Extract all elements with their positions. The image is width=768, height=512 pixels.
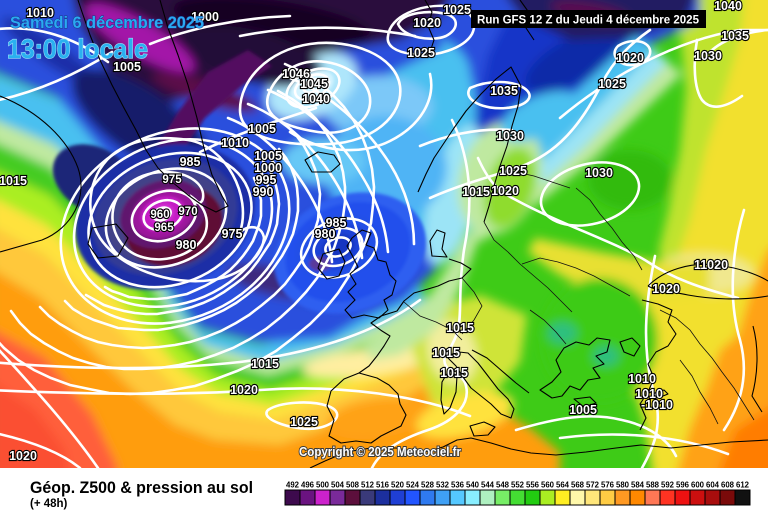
svg-text:990: 990 (253, 185, 274, 199)
svg-text:496: 496 (301, 481, 315, 490)
svg-text:1035: 1035 (721, 29, 749, 43)
svg-text:Copyright © 2025 Meteociel.fr: Copyright © 2025 Meteociel.fr (299, 444, 461, 459)
svg-text:552: 552 (511, 481, 525, 490)
svg-text:1010: 1010 (628, 372, 656, 386)
svg-text:1025: 1025 (499, 164, 527, 178)
svg-text:580: 580 (616, 481, 630, 490)
svg-text:1025: 1025 (290, 415, 318, 429)
svg-text:1015: 1015 (432, 346, 460, 360)
svg-text:1020: 1020 (413, 16, 441, 30)
svg-text:1010: 1010 (635, 387, 663, 401)
svg-text:980: 980 (315, 227, 336, 241)
svg-text:(+ 48h): (+ 48h) (30, 498, 68, 510)
svg-text:1015: 1015 (462, 185, 490, 199)
svg-text:1030: 1030 (496, 129, 524, 143)
svg-text:1040: 1040 (302, 92, 330, 106)
svg-text:556: 556 (526, 481, 540, 490)
svg-text:1020: 1020 (9, 449, 37, 463)
svg-text:1030: 1030 (694, 49, 722, 63)
svg-text:1005: 1005 (113, 60, 141, 74)
svg-text:985: 985 (180, 155, 201, 169)
svg-text:560: 560 (541, 481, 555, 490)
svg-text:1000: 1000 (254, 161, 282, 175)
svg-text:1005: 1005 (248, 122, 276, 136)
svg-text:965: 965 (154, 222, 174, 234)
svg-text:532: 532 (436, 481, 450, 490)
svg-text:588: 588 (646, 481, 660, 490)
svg-text:508: 508 (346, 481, 360, 490)
svg-text:1010: 1010 (221, 136, 249, 150)
svg-text:516: 516 (376, 481, 390, 490)
svg-text:975: 975 (162, 174, 182, 186)
svg-text:1045: 1045 (300, 77, 328, 91)
svg-text:520: 520 (391, 481, 405, 490)
svg-text:980: 980 (176, 238, 197, 252)
svg-text:1035: 1035 (490, 84, 518, 98)
svg-text:1020: 1020 (491, 184, 519, 198)
svg-text:985: 985 (326, 216, 347, 230)
svg-text:1015: 1015 (440, 366, 468, 380)
svg-text:1025: 1025 (407, 46, 435, 60)
svg-text:975: 975 (222, 227, 243, 241)
svg-text:1015: 1015 (251, 357, 279, 371)
svg-text:504: 504 (331, 481, 345, 490)
svg-text:592: 592 (661, 481, 675, 490)
svg-text:540: 540 (466, 481, 480, 490)
svg-text:1020: 1020 (616, 51, 644, 65)
svg-text:564: 564 (556, 481, 570, 490)
svg-text:11020: 11020 (694, 258, 728, 272)
svg-text:Samedi 6 décembre 2025: Samedi 6 décembre 2025 (10, 13, 204, 32)
svg-text:1040: 1040 (714, 0, 742, 13)
svg-text:576: 576 (601, 481, 615, 490)
svg-text:1025: 1025 (443, 3, 471, 17)
svg-text:572: 572 (586, 481, 600, 490)
svg-text:1020: 1020 (230, 383, 258, 397)
svg-text:568: 568 (571, 481, 585, 490)
svg-text:1046: 1046 (282, 67, 310, 81)
svg-text:1025: 1025 (598, 77, 626, 91)
svg-text:584: 584 (631, 481, 645, 490)
svg-text:1020: 1020 (652, 282, 680, 296)
svg-text:528: 528 (421, 481, 435, 490)
svg-text:13:00 locale: 13:00 locale (7, 34, 148, 64)
svg-text:Run GFS 12 Z du Jeudi 4 décemb: Run GFS 12 Z du Jeudi 4 décembre 2025 (477, 13, 699, 27)
svg-text:524: 524 (406, 481, 420, 490)
svg-text:Géop. Z500 & pression au sol: Géop. Z500 & pression au sol (30, 478, 253, 497)
svg-text:500: 500 (316, 481, 330, 490)
svg-text:-1010: -1010 (641, 398, 673, 412)
svg-text:544: 544 (481, 481, 495, 490)
svg-text:604: 604 (706, 481, 720, 490)
svg-text:1005: 1005 (254, 149, 282, 163)
svg-text:1005: 1005 (569, 403, 597, 417)
svg-text:995: 995 (256, 173, 277, 187)
svg-text:970: 970 (178, 206, 197, 218)
svg-text:600: 600 (691, 481, 705, 490)
svg-text:536: 536 (451, 481, 465, 490)
svg-text:1015: 1015 (0, 174, 27, 188)
svg-text:612: 612 (736, 481, 750, 490)
svg-text:512: 512 (361, 481, 375, 490)
svg-text:1015: 1015 (446, 321, 474, 335)
svg-text:492: 492 (286, 481, 300, 490)
svg-text:596: 596 (676, 481, 690, 490)
svg-text:1000: 1000 (191, 10, 219, 24)
svg-text:960: 960 (150, 209, 169, 221)
svg-text:1010: 1010 (26, 6, 54, 20)
svg-text:608: 608 (721, 481, 735, 490)
svg-text:548: 548 (496, 481, 510, 490)
svg-text:1030: 1030 (585, 166, 613, 180)
